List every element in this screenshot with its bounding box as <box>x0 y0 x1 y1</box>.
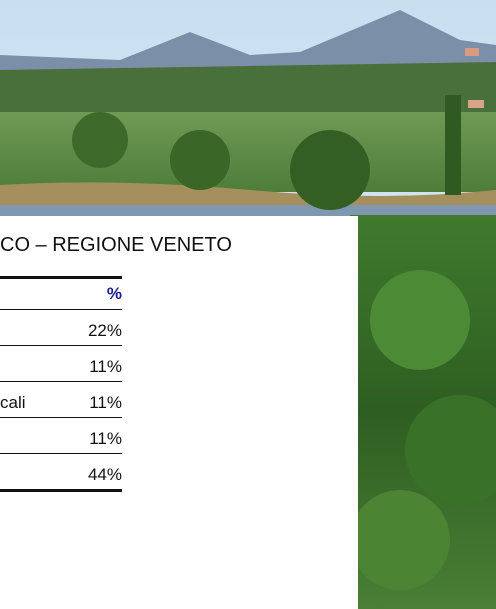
table-row: 11% <box>0 418 122 454</box>
value-cell: 44% <box>87 465 122 484</box>
value-cell: 11% <box>89 357 122 376</box>
table-row: 22% <box>0 310 122 346</box>
table-header: % <box>0 276 122 310</box>
table: % 22% 11% cali 11% 11% 44% <box>0 276 122 492</box>
value-cell: 22% <box>87 321 122 340</box>
header-cell: % <box>106 284 122 303</box>
content-panel: CO – REGIONE VENETO % 22% 11% cali 11% 11% 44% <box>0 216 358 609</box>
table-row: 44% <box>0 454 122 492</box>
label-cell: cali <box>0 393 26 412</box>
slide-title: CO – REGIONE VENETO <box>0 234 232 256</box>
value-cell: 11% <box>89 393 122 412</box>
value-cell: 11% <box>89 429 122 448</box>
table-row: 11% <box>0 346 122 382</box>
table-row: cali 11% <box>0 382 122 418</box>
